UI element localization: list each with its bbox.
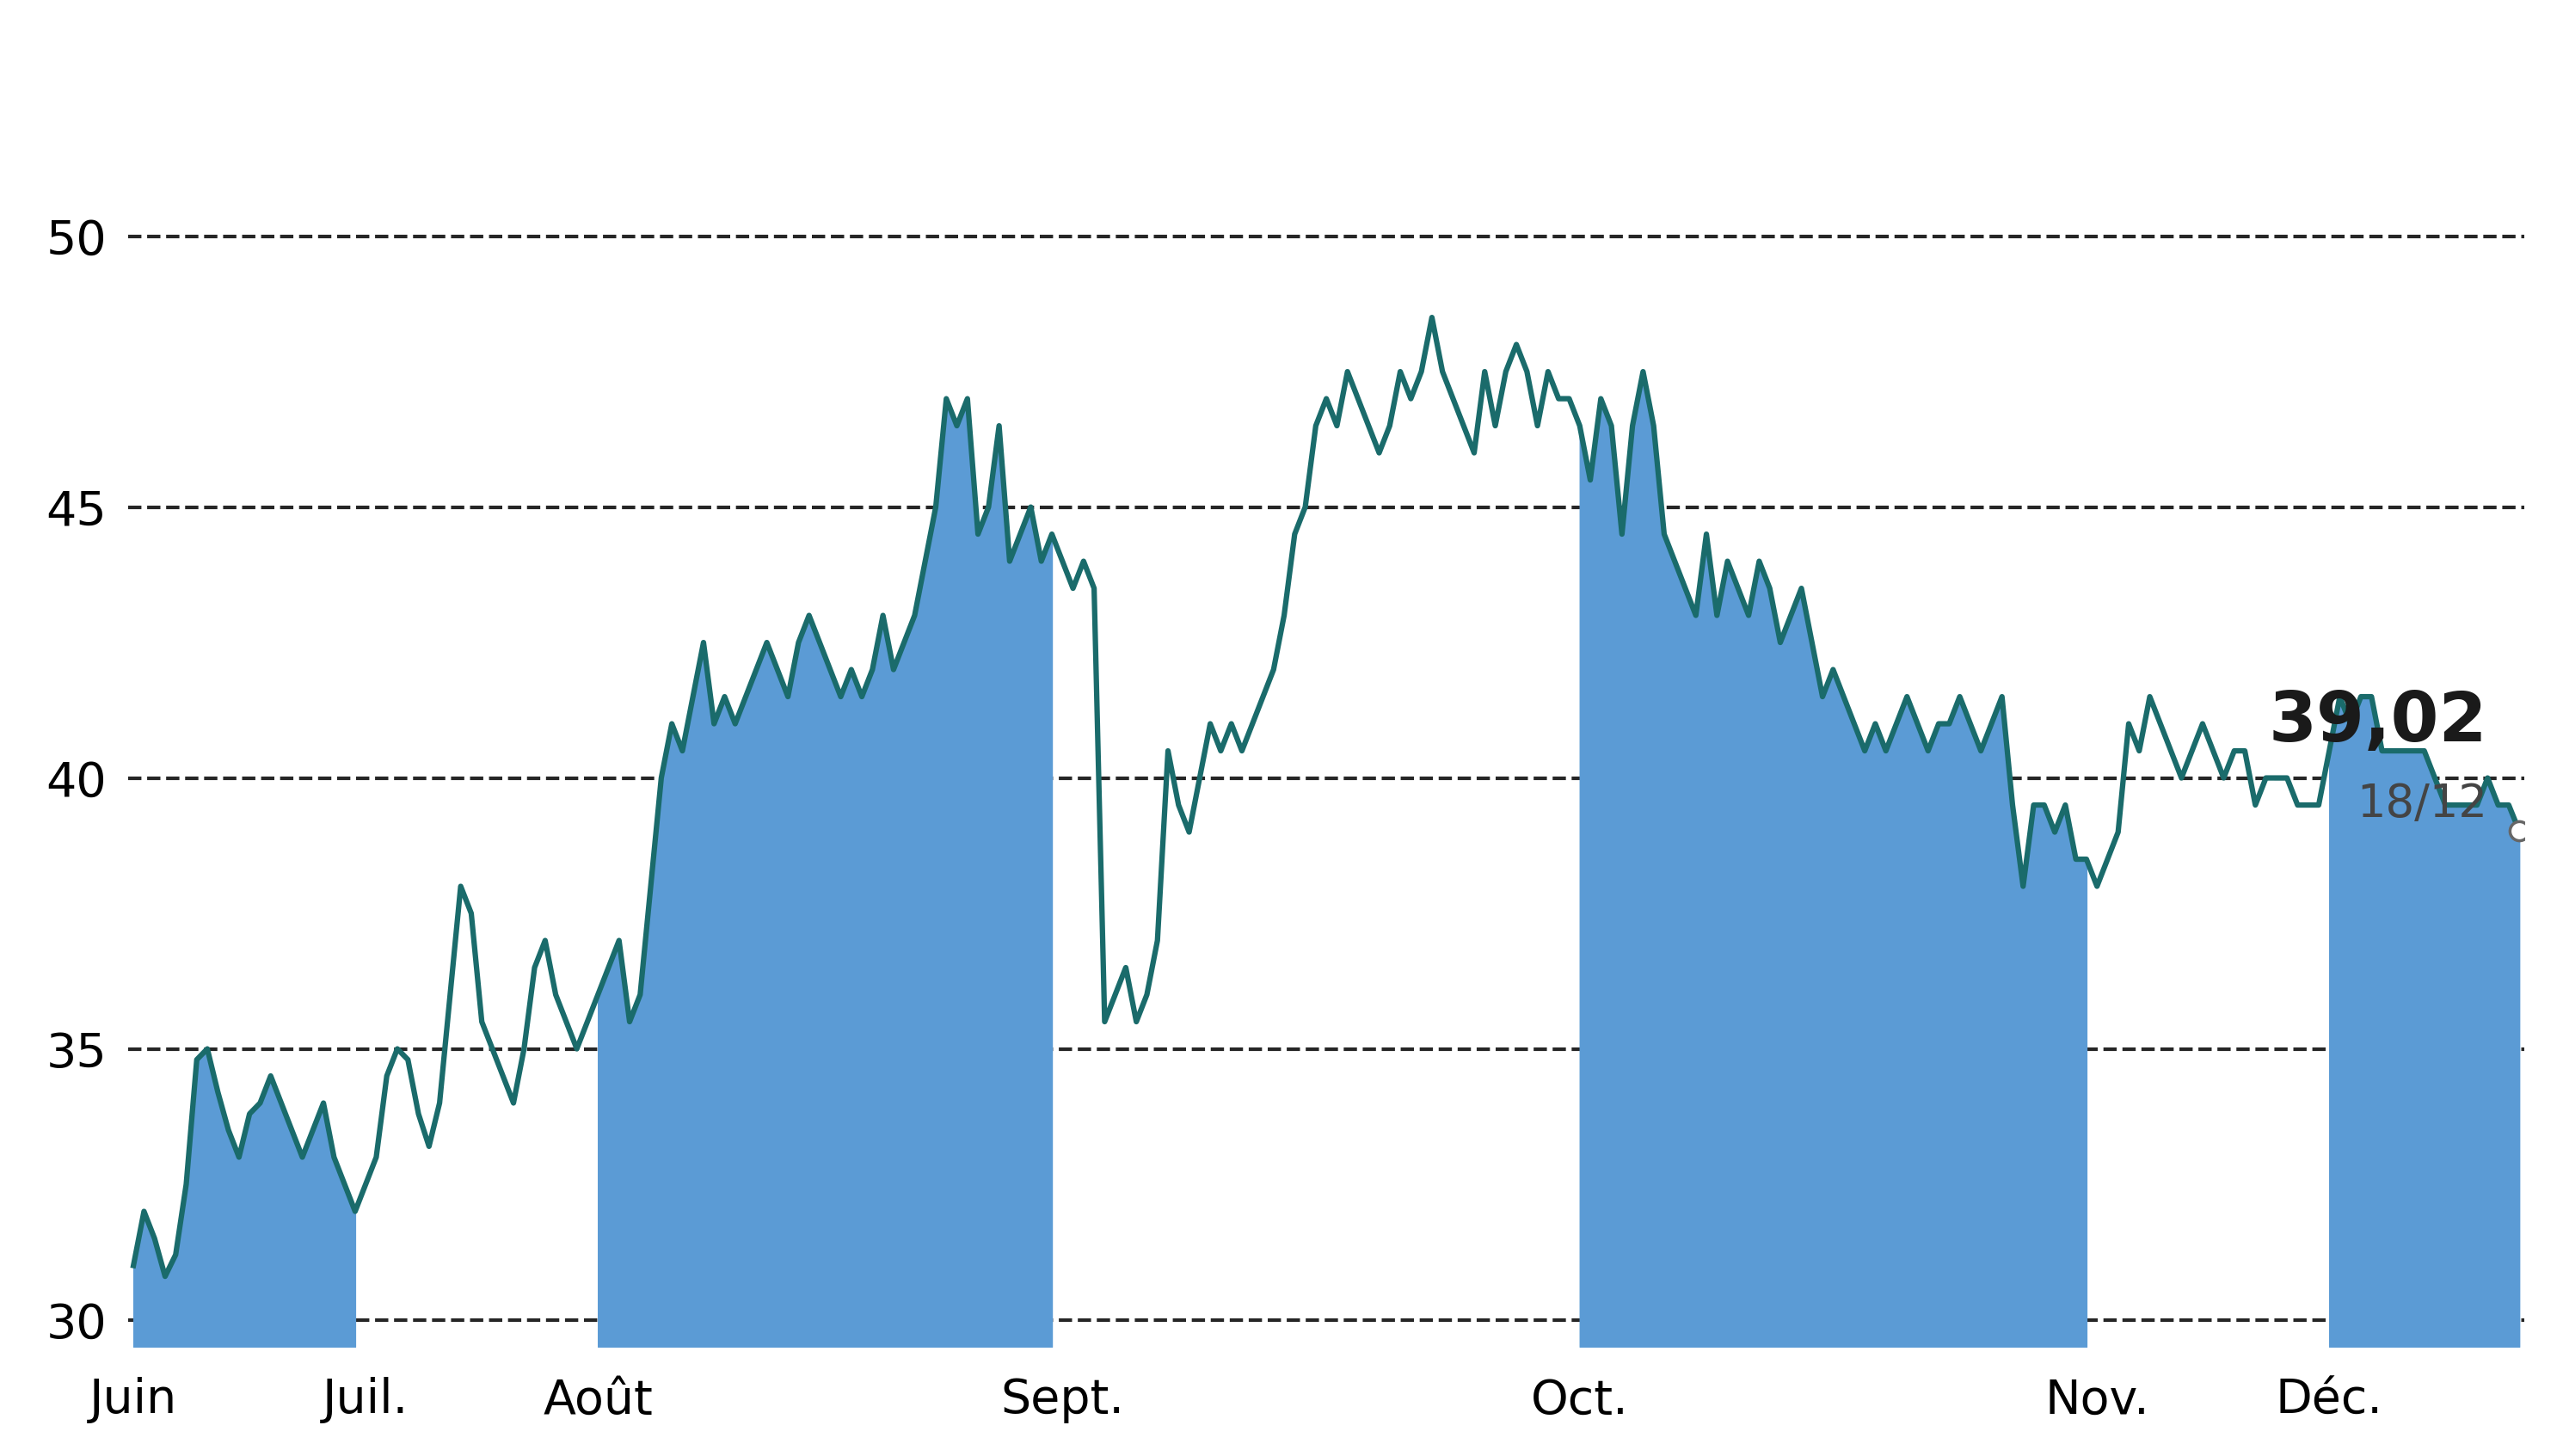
Text: 39,02: 39,02 (2268, 689, 2489, 756)
Text: Protagonist Therapeutics, Inc.: Protagonist Therapeutics, Inc. (510, 31, 2143, 124)
Text: 18/12: 18/12 (2358, 782, 2489, 827)
